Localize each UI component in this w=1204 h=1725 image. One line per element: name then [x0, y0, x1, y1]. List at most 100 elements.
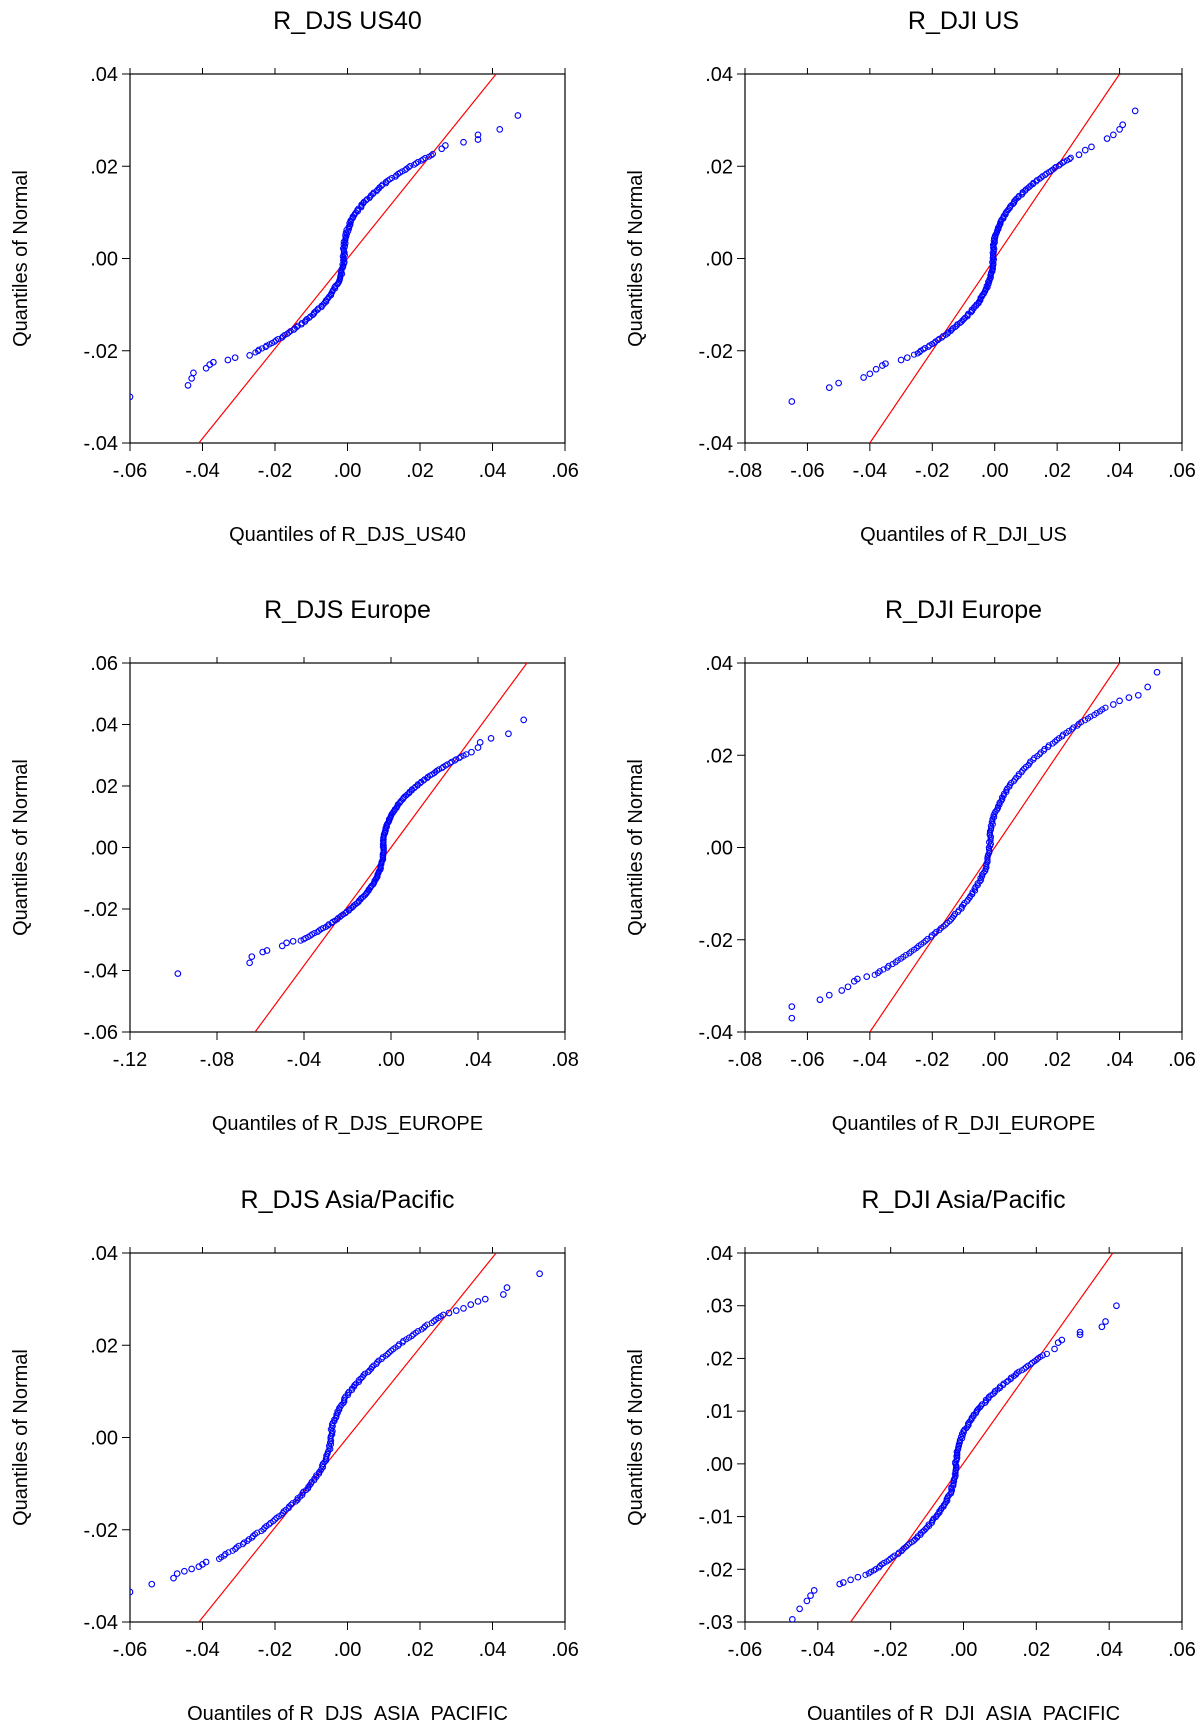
data-point [1033, 1356, 1040, 1363]
data-point [978, 1401, 986, 1408]
data-point [902, 952, 909, 959]
data-point [825, 384, 833, 392]
data-point [246, 959, 253, 967]
data-point [399, 168, 406, 175]
data-point [836, 1580, 844, 1588]
data-point [996, 801, 1003, 808]
x-tick-label: -.06 [790, 460, 824, 482]
data-point [1081, 717, 1089, 724]
data-point [1051, 165, 1058, 172]
data-point [924, 935, 931, 943]
data-point [889, 960, 896, 968]
data-point [876, 968, 883, 975]
data-point [825, 991, 833, 999]
x-tick-label: -.02 [873, 1639, 907, 1661]
data-point [1144, 683, 1152, 691]
data-point [1099, 706, 1106, 713]
data-point [807, 1592, 814, 1599]
data-point [996, 222, 1003, 229]
x-axis-label: Quantiles of R_DJI_US [860, 524, 1067, 546]
y-tick-label: .03 [705, 1296, 733, 1318]
data-point [368, 1364, 376, 1371]
data-point [408, 1332, 415, 1340]
data-point [1051, 1345, 1058, 1353]
data-point [872, 1565, 880, 1573]
x-tick-label: -.04 [185, 1639, 219, 1661]
data-point [487, 734, 495, 742]
y-tick-label: -.03 [699, 1612, 733, 1634]
data-point [341, 258, 348, 265]
y-tick-label: .02 [90, 156, 118, 178]
data-point [894, 957, 901, 964]
data-point [854, 1573, 862, 1581]
data-point [996, 1383, 1004, 1390]
data-point [796, 1605, 803, 1613]
chart-title: R_DJS US40 [273, 7, 422, 35]
data-point [265, 1521, 273, 1528]
data-point [345, 228, 352, 235]
data-point [292, 1498, 299, 1505]
data-point [1065, 727, 1072, 735]
data-point [536, 1270, 543, 1278]
data-point [210, 358, 217, 366]
data-point [221, 1552, 228, 1559]
data-point [987, 822, 994, 830]
data-point [188, 375, 195, 382]
data-point [1019, 767, 1026, 774]
data-point [913, 944, 920, 952]
data-point [344, 1390, 351, 1397]
data-point [995, 803, 1002, 810]
plot-frame [129, 662, 566, 1033]
data-point [130, 1588, 134, 1596]
qq-panel-4: R_DJI Europe -.08 -.06 -.04 -.02 .00 .02 .04 .06… [625, 596, 1196, 1135]
data-point [343, 233, 350, 240]
y-tick-label: .00 [90, 249, 118, 271]
data-point [319, 1460, 326, 1467]
data-point [1003, 788, 1010, 796]
y-tick-label: .02 [90, 1335, 118, 1357]
data-point [1015, 1368, 1022, 1375]
data-point [365, 1368, 372, 1376]
data-point [1075, 151, 1083, 159]
x-tick-label: -.08 [200, 1049, 234, 1071]
x-tick-label: .04 [479, 460, 507, 482]
data-point [903, 354, 911, 362]
data-point [835, 379, 842, 387]
data-point [500, 1291, 507, 1298]
data-point [481, 1295, 489, 1303]
data-point [270, 1518, 277, 1525]
data-point [405, 164, 412, 171]
data-point [1098, 1323, 1106, 1331]
y-tick-label: -.02 [84, 1520, 118, 1542]
x-tick-label: .00 [377, 1049, 405, 1071]
data-point [934, 1510, 941, 1518]
x-tick-label: .00 [334, 460, 362, 482]
x-tick-label: .06 [551, 1639, 579, 1661]
data-point [1020, 765, 1028, 772]
data-point [467, 1301, 475, 1309]
x-tick-label: .08 [551, 1049, 579, 1071]
data-point [921, 344, 929, 352]
data-point [130, 393, 134, 401]
data-point [860, 374, 867, 381]
data-point [286, 1503, 293, 1510]
y-tick-label: -.02 [699, 930, 733, 952]
data-point [388, 174, 396, 182]
data-point [1078, 718, 1085, 726]
data-point [378, 182, 385, 190]
data-point [910, 351, 918, 358]
x-tick-label: .04 [1095, 1639, 1123, 1661]
data-point [1119, 121, 1127, 129]
data-point [1153, 668, 1161, 676]
data-point [1103, 135, 1111, 142]
data-point [882, 360, 889, 368]
y-tick-label: .04 [705, 653, 733, 675]
data-point [263, 342, 270, 349]
data-point [1070, 724, 1077, 731]
y-axis-label: Quantiles of Normal [625, 170, 647, 347]
y-tick-label: -.04 [84, 961, 118, 983]
data-point [1031, 754, 1038, 762]
data-point [239, 1541, 246, 1548]
data-point [429, 150, 436, 158]
